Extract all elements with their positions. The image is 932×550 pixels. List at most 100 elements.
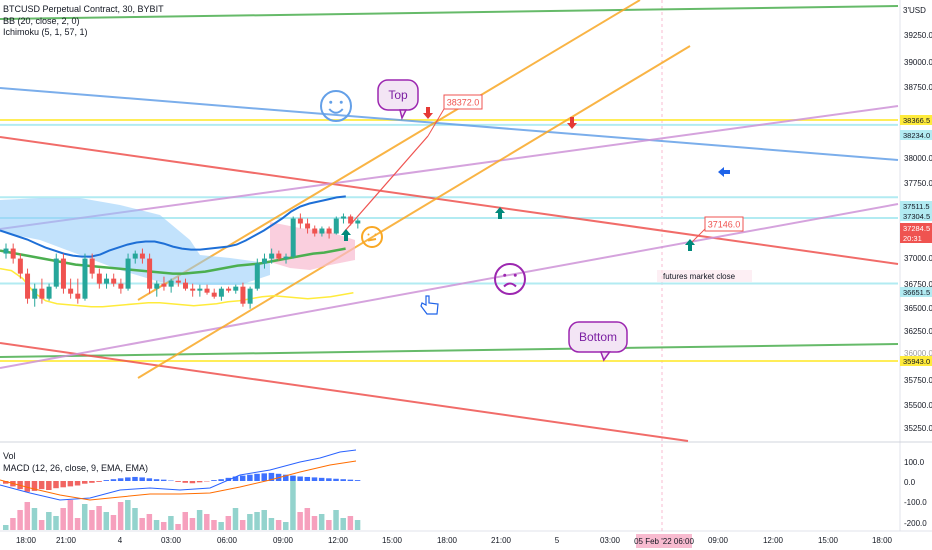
volume-bar-21 (153, 520, 160, 530)
sad-face-icon-eye-r (513, 273, 517, 277)
arrow-up-icon-1 (495, 207, 505, 219)
candle-body-17 (125, 258, 131, 289)
candle-body-45 (326, 228, 332, 234)
macd-hist-bar-12 (89, 481, 95, 483)
macd-hist-bar-41 (297, 476, 303, 481)
volume-bar-26 (189, 518, 196, 530)
macd-hist-bar-9 (67, 481, 74, 487)
volume-bar-19 (139, 518, 145, 530)
volume-bar-41 (297, 512, 303, 530)
macd-legend: Vol MACD (12, 26, close, 9, EMA, EMA) (3, 451, 148, 474)
macd-hist-bar-11 (81, 481, 88, 484)
candle-body-37 (269, 253, 275, 259)
annotation-top-box (377, 79, 419, 111)
volume-bar-25 (182, 512, 188, 530)
volume-bar-17 (125, 500, 131, 530)
futures-close-label: futures market close (663, 272, 736, 281)
candle-body-4 (32, 288, 38, 299)
candle-body-41 (297, 218, 303, 224)
arrow-up-icon-2 (341, 229, 351, 241)
price-level-label-2: 37511.5 (903, 202, 930, 211)
volume-bar-2 (17, 510, 23, 530)
price-tick-5: 37750.0 (904, 179, 932, 188)
candle-body-39 (283, 256, 289, 259)
macd-hist-bar-26 (189, 481, 196, 484)
candle-body-47 (340, 216, 346, 219)
candle-body-42 (305, 223, 311, 229)
legend-bb: BB (20, close, 2, 0) (3, 15, 80, 26)
candle-body-44 (319, 228, 325, 234)
price-level-box-1 (900, 130, 932, 140)
volume-bar-15 (110, 515, 117, 530)
candle-body-24 (175, 280, 181, 283)
marker-box-1 (704, 216, 744, 232)
candle-body-3 (25, 273, 31, 299)
volume-bar-46 (333, 510, 339, 530)
candle-body-0 (3, 248, 9, 254)
trendline-8 (0, 203, 899, 369)
candle-body-40 (290, 218, 296, 257)
smile-face-icon-eye-r (339, 100, 343, 104)
macd-hist-bar-8 (60, 481, 66, 488)
candle-body-36 (261, 258, 267, 264)
volume-bar-36 (261, 510, 267, 530)
macd-hist-bar-43 (311, 477, 318, 481)
macd-tick-3: -200.0 (904, 519, 927, 528)
smile-face-icon (320, 90, 352, 122)
candle-body-31 (226, 288, 232, 291)
candle-body-1 (10, 248, 16, 259)
price-level-label-8: 36000.0 (904, 349, 932, 358)
trendline-7 (0, 105, 899, 230)
price-level-box-6 (900, 287, 932, 297)
volume-bar-16 (117, 502, 124, 530)
time-tick-6: 12:00 (328, 536, 349, 545)
marker-leader-1 (691, 228, 706, 243)
time-tick-11: 03:00 (600, 536, 621, 545)
candle-body-13 (96, 273, 102, 284)
candle-body-49 (355, 220, 361, 224)
macd-hist-bar-21 (153, 479, 160, 481)
volume-bar-32 (232, 508, 239, 530)
candle-body-9 (68, 288, 74, 294)
ichimoku-cloud (0, 198, 270, 285)
candle-body-11 (82, 258, 88, 299)
price-tick-13: 35250.0 (904, 424, 932, 433)
candle-body-21 (154, 283, 160, 289)
macd-hist-bar-29 (211, 480, 217, 481)
price-tick-1: 39000.0 (904, 58, 932, 67)
volume-bar-40 (290, 476, 296, 530)
trendline-6 (0, 342, 689, 442)
annotation-bottom: Bottom (568, 321, 628, 362)
volume-bar-10 (74, 518, 81, 530)
macd-tick-0: 100.0 (904, 458, 925, 467)
neutral-face-icon-eye-r (374, 233, 377, 236)
volume-bar-8 (60, 508, 66, 530)
price-level-label-5: 20:31 (903, 234, 922, 243)
candle-body-16 (118, 283, 124, 289)
time-tick-4: 06:00 (217, 536, 238, 545)
macd-hist-bar-6 (46, 481, 52, 490)
smile-face-icon-mouth (328, 108, 344, 114)
sad-face-icon (494, 263, 526, 295)
annotation-top-text: Top (388, 88, 408, 102)
macd-hist-bar-17 (125, 477, 131, 481)
chart-legend: BTCUSD Perpetual Contract, 30, BYBIT BB … (3, 4, 164, 39)
candle-body-18 (132, 253, 138, 259)
price-axis-unit: 3'USD (903, 6, 926, 15)
candle-body-28 (204, 288, 210, 293)
annotation-bottom-tail (599, 351, 612, 362)
volume-bar-6 (46, 512, 52, 530)
volume-bar-47 (340, 518, 346, 530)
macd-hist-bar-34 (247, 474, 253, 481)
volume-bar-7 (53, 516, 59, 530)
pointer-hand-icon (420, 295, 439, 315)
macd-hist-bar-47 (340, 479, 346, 481)
macd-hist-bar-22 (160, 479, 167, 481)
smile-face-icon-outline (320, 90, 352, 122)
candle-body-19 (139, 253, 145, 259)
macd-hist-bar-10 (74, 481, 81, 486)
volume-bar-48 (347, 516, 354, 530)
macd-hist-bar-19 (139, 477, 145, 481)
volume-bar-44 (318, 514, 325, 530)
macd-hist-bar-4 (31, 481, 38, 491)
